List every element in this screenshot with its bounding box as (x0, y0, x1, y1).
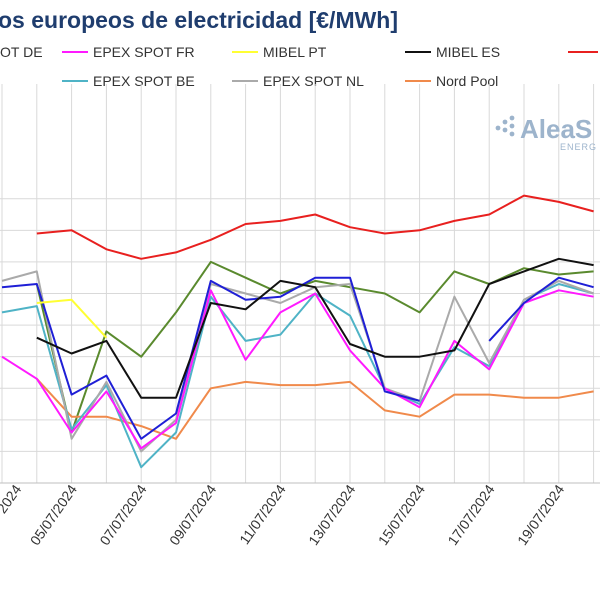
series-line-epex-spot-fr (1, 289, 594, 450)
legend: OT DE EPEX SPOT FR MIBEL PT MIBEL ES EPEX SP… (0, 44, 598, 89)
aleasoft-logo: AleaS ENERG (495, 114, 597, 152)
series-line-unlabeled-8 (35, 260, 594, 434)
legend-label: OT DE (0, 44, 43, 60)
series-line-unlabeled-4 (36, 194, 594, 260)
chart-title: os europeos de electricidad [€/MWh] (0, 7, 398, 33)
series-lines (1, 194, 594, 469)
series-line-mibel-es (36, 257, 594, 399)
legend-label: MIBEL PT (263, 44, 327, 60)
series-line-mibel-pt (36, 298, 108, 339)
legend-label: EPEX SPOT NL (263, 73, 364, 89)
logo-text: AleaS (520, 114, 592, 144)
legend-label: Nord Pool (436, 73, 498, 89)
legend-label: EPEX SPOT BE (93, 73, 195, 89)
logo-subtext: ENERG (560, 142, 597, 152)
series-line-epex-spot-nl (1, 270, 594, 453)
legend-label: MIBEL ES (436, 44, 500, 60)
series-line-nord-pool (36, 378, 594, 440)
legend-label: EPEX SPOT FR (93, 44, 195, 60)
series-line-ot-de (1, 276, 594, 440)
logo-dots-icon (495, 115, 515, 137)
